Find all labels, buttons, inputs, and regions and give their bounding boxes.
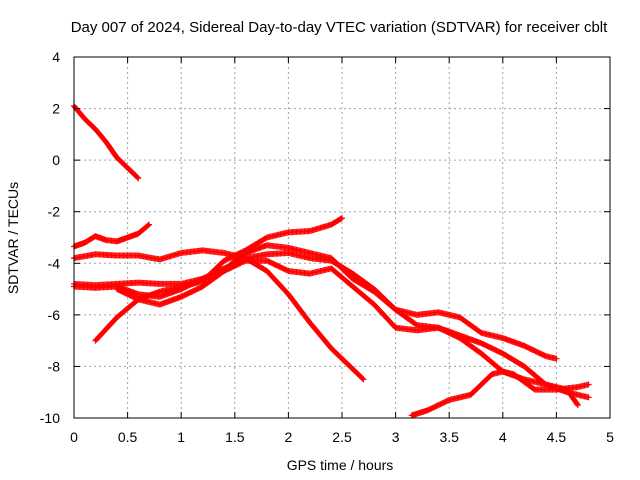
y-tick-label: 0 — [52, 152, 60, 168]
x-tick-label: 1.5 — [225, 429, 245, 445]
y-tick-label: -10 — [40, 410, 60, 426]
y-tick-label: 4 — [52, 49, 60, 65]
x-tick-label: 0 — [70, 429, 78, 445]
grid — [74, 57, 610, 418]
y-axis-label: SDTVAR / TECUs — [5, 182, 21, 294]
series-arc-1 — [71, 102, 142, 182]
y-tick-label: -4 — [48, 255, 61, 271]
series-markers — [113, 242, 592, 401]
x-tick-label: 4 — [499, 429, 507, 445]
y-tick-label: -8 — [48, 358, 61, 374]
series-markers — [71, 102, 142, 182]
x-tick-label: 1 — [177, 429, 185, 445]
y-tick-label: -2 — [48, 204, 61, 220]
x-tick-label: 0.5 — [118, 429, 138, 445]
x-tick-label: 3.5 — [439, 429, 459, 445]
x-tick-label: 2 — [285, 429, 293, 445]
series-layer — [71, 102, 592, 419]
y-tick-label: -6 — [48, 307, 61, 323]
series-arc-2 — [71, 221, 153, 250]
series-arc-7 — [113, 242, 592, 401]
chart-title: Day 007 of 2024, Sidereal Day-to-day VTE… — [71, 19, 608, 36]
x-tick-label: 5 — [606, 429, 614, 445]
y-tick-label: 2 — [52, 101, 60, 117]
ticks: 0 0.5 1 1.5 2 2.5 3 3.5 4 4.5 5 -10 -8 -6 -4 -2 0 2 4 — [40, 49, 614, 445]
series-arc-8 — [408, 368, 592, 419]
x-tick-label: 3 — [392, 429, 400, 445]
series-markers — [408, 368, 592, 419]
series-markers — [71, 221, 153, 250]
x-axis-label: GPS time / hours — [287, 457, 394, 473]
x-tick-label: 4.5 — [547, 429, 567, 445]
x-tick-label: 2.5 — [332, 429, 352, 445]
